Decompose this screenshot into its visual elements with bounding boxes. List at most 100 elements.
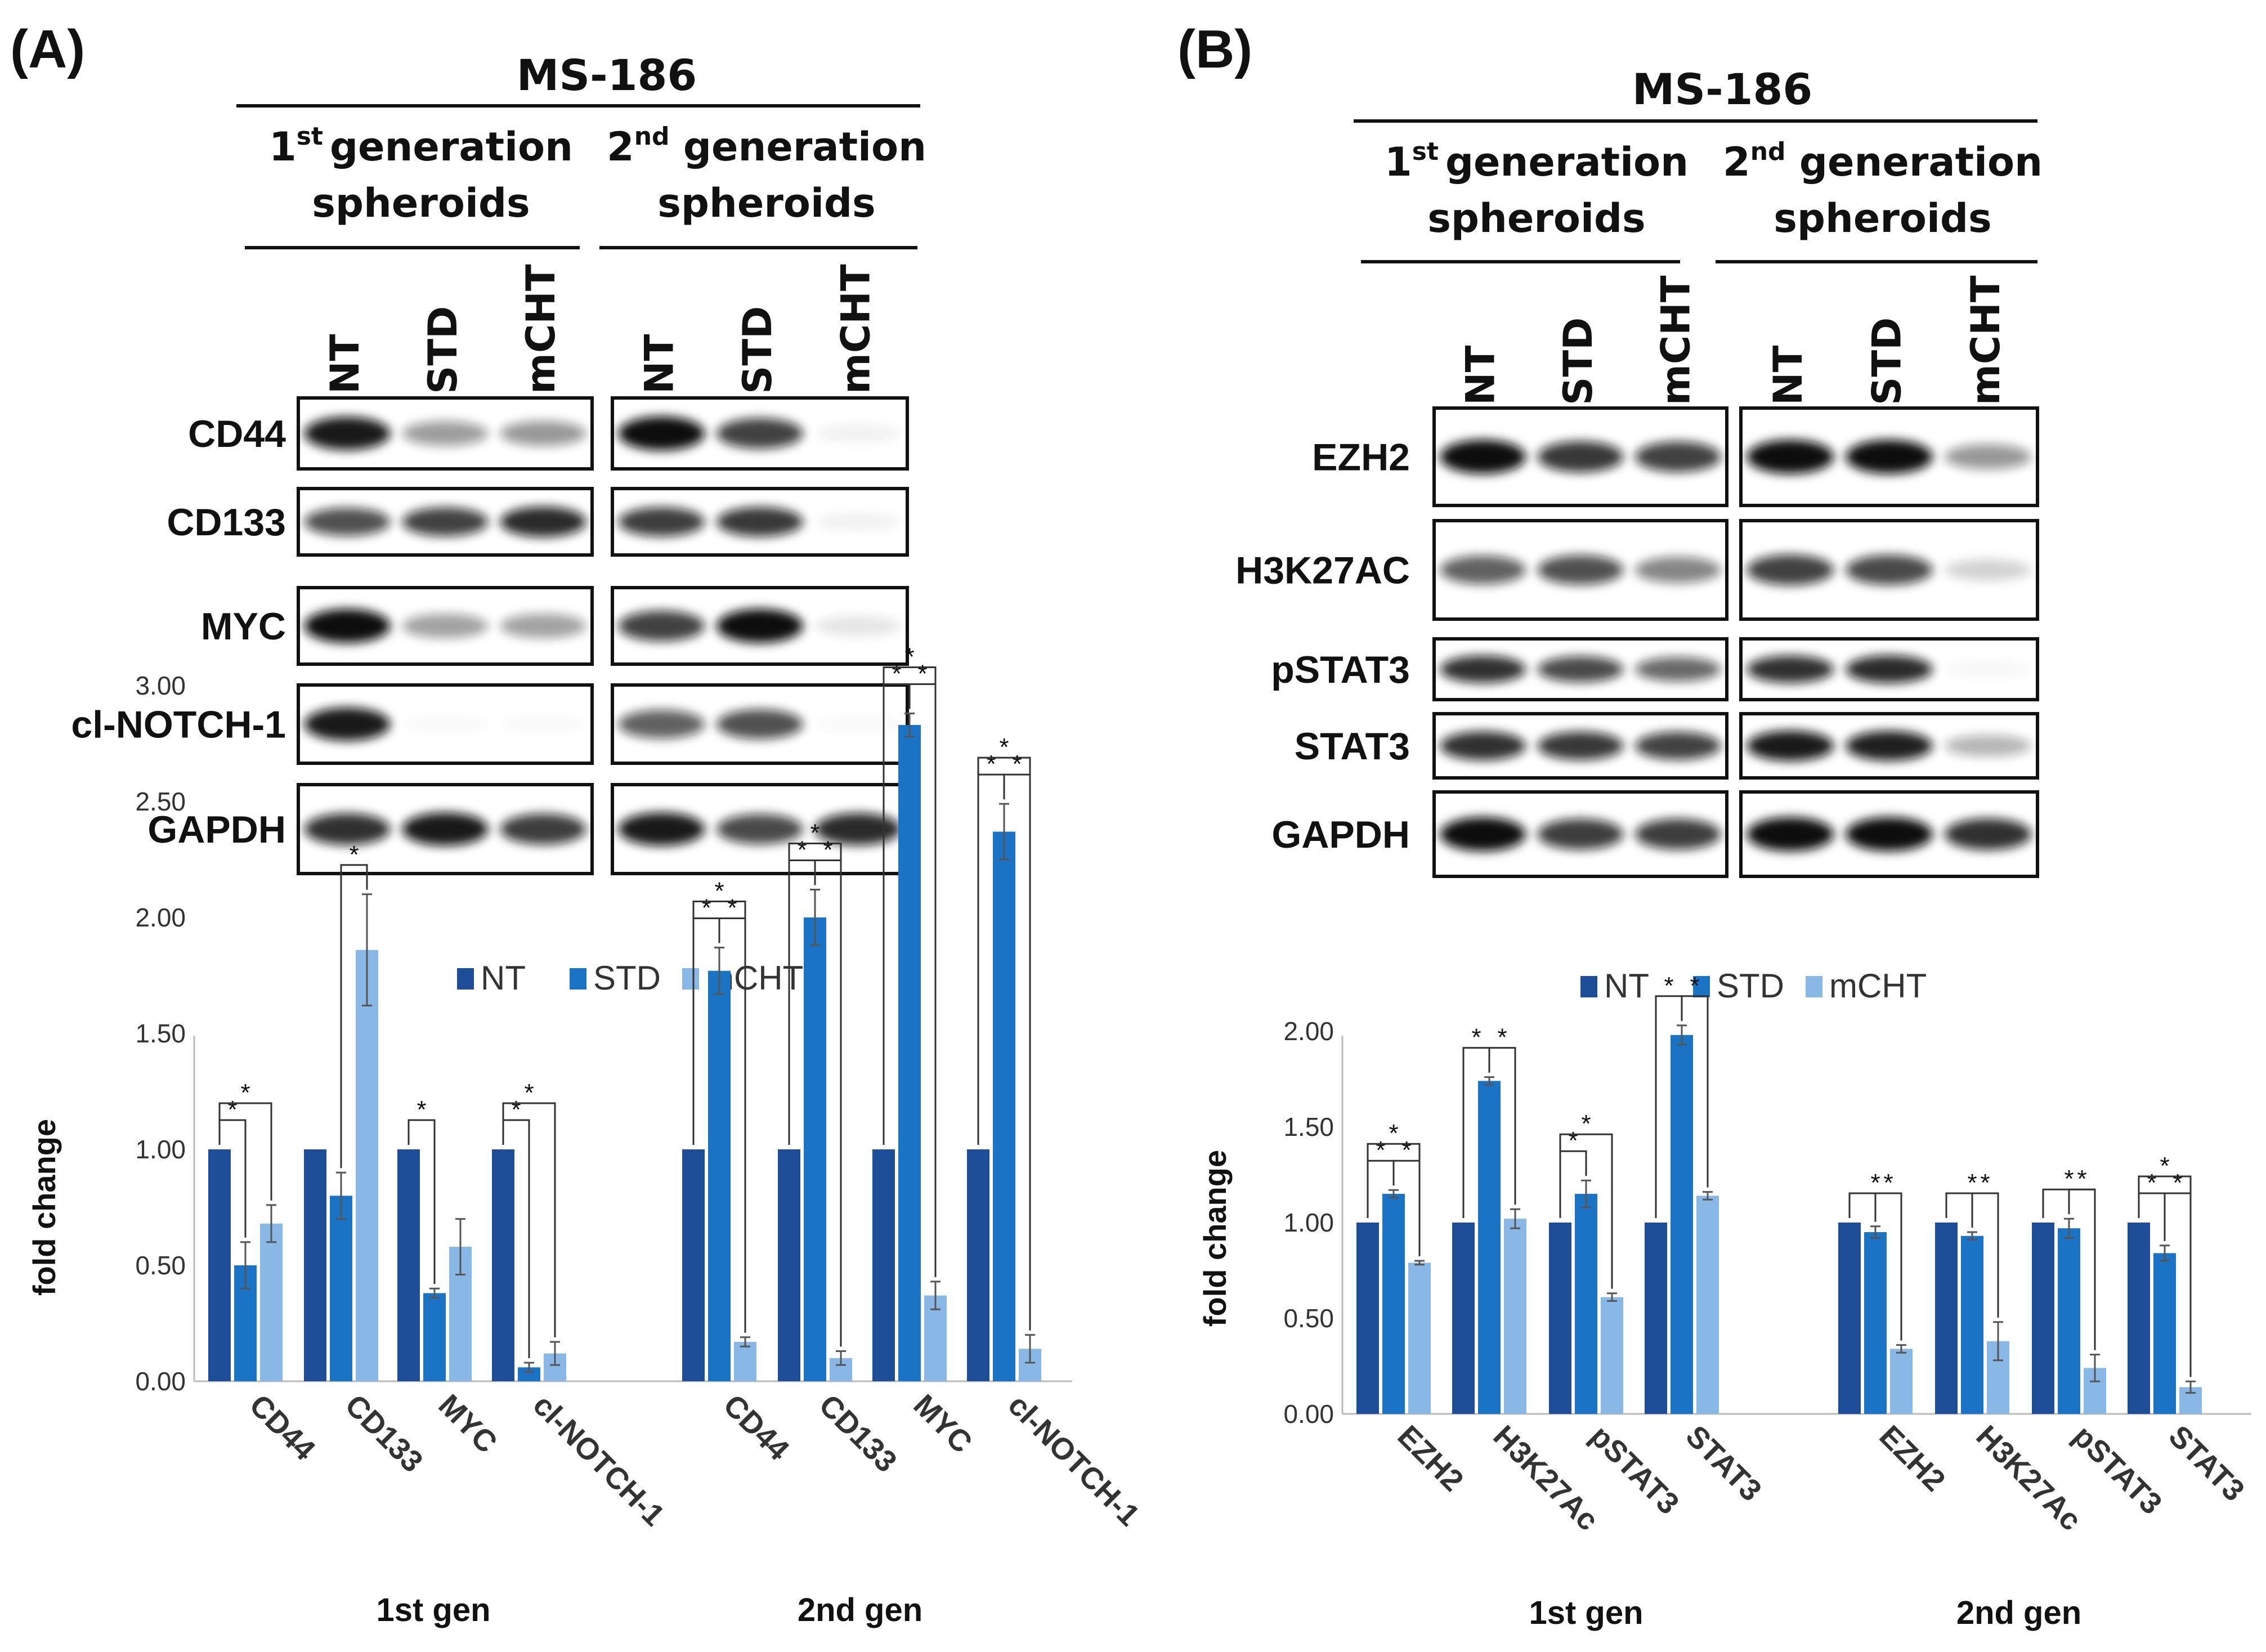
lane-label: STD bbox=[1555, 317, 1601, 405]
bar bbox=[1864, 1232, 1887, 1414]
x-category-label: MYC bbox=[907, 1388, 979, 1460]
significance-star: * bbox=[797, 836, 807, 864]
y-tick-label: 1.50 bbox=[135, 1019, 186, 1048]
significance-star: * bbox=[240, 1079, 250, 1107]
significance-star: * bbox=[1376, 1136, 1385, 1164]
y-tick-label: 1.00 bbox=[1283, 1208, 1334, 1237]
bar bbox=[492, 1149, 514, 1381]
x-category-label: H3K27Ac bbox=[1970, 1419, 2088, 1537]
blot-band bbox=[1846, 554, 1933, 585]
y-tick-label: 0.50 bbox=[135, 1251, 186, 1280]
blot-band bbox=[1635, 441, 1721, 472]
bar bbox=[1504, 1219, 1526, 1414]
bar bbox=[2032, 1223, 2054, 1414]
significance-bracket bbox=[814, 859, 842, 1347]
blot-band bbox=[1944, 559, 2032, 581]
blot-band bbox=[814, 423, 902, 444]
group1-subheading-b: spheroids bbox=[1427, 195, 1645, 241]
blot-row-label: H3K27AC bbox=[1235, 549, 1410, 592]
x-category-label: H3K27Ac bbox=[1487, 1419, 1605, 1537]
blot-row-label: CD133 bbox=[167, 501, 286, 544]
blot-row-label: EZH2 bbox=[1312, 436, 1410, 479]
lane-label: mCHT bbox=[1963, 275, 2009, 405]
group2-subheading-b: spheroids bbox=[1774, 195, 1991, 241]
bar bbox=[1961, 1235, 1983, 1414]
lane-label: NT bbox=[1765, 345, 1811, 405]
significance-star: * bbox=[1870, 1169, 1880, 1197]
bar bbox=[734, 1341, 756, 1381]
bar bbox=[1452, 1223, 1475, 1414]
lane-label: NT bbox=[636, 334, 682, 394]
significance-star: * bbox=[1401, 1136, 1411, 1164]
significance-star: * bbox=[2147, 1169, 2156, 1197]
blot-band bbox=[402, 421, 489, 446]
legend-entry: mCHT bbox=[1829, 967, 1927, 1005]
significance-star: * bbox=[1471, 1024, 1481, 1051]
x-category-label: STAT3 bbox=[1680, 1419, 1768, 1508]
significance-star: * bbox=[511, 1096, 521, 1123]
blot-band bbox=[1746, 655, 1834, 683]
blot-band bbox=[1746, 817, 1834, 852]
blot-band bbox=[716, 418, 803, 449]
significance-star: * bbox=[904, 643, 914, 670]
bar bbox=[1671, 1035, 1693, 1414]
significance-star: * bbox=[986, 750, 996, 778]
blot-band bbox=[1635, 657, 1721, 682]
y-axis-title: fold change bbox=[1197, 1150, 1233, 1327]
y-tick-label: 2.00 bbox=[1283, 1017, 1334, 1046]
lane-label: STD bbox=[735, 306, 781, 394]
group1-heading-a: 1st generation bbox=[269, 122, 573, 170]
blot-band bbox=[1945, 661, 2032, 677]
blot-band bbox=[1440, 655, 1526, 683]
blot-band bbox=[1440, 556, 1526, 584]
significance-bracket bbox=[1681, 995, 1709, 1188]
blot-band bbox=[500, 507, 586, 537]
significance-bracket bbox=[1003, 773, 1031, 1331]
bar bbox=[682, 1149, 705, 1381]
blot-row-label: STAT3 bbox=[1295, 725, 1410, 768]
bar bbox=[1838, 1223, 1861, 1414]
blot-band bbox=[1944, 444, 2032, 469]
blot-band bbox=[304, 417, 391, 450]
x-category-label: CD44 bbox=[243, 1388, 322, 1467]
lane-label: mCHT bbox=[833, 264, 879, 394]
blot-band bbox=[814, 512, 902, 531]
significance-bracket bbox=[218, 1102, 272, 1201]
blot-band bbox=[618, 416, 705, 451]
significance-star: * bbox=[999, 733, 1009, 761]
y-tick-label: 0.50 bbox=[1283, 1304, 1334, 1333]
blot-band bbox=[1537, 441, 1624, 473]
cell-line-title-a: MS-186 bbox=[517, 50, 697, 100]
x-category-label: pSTAT3 bbox=[2067, 1419, 2169, 1521]
bar bbox=[1935, 1223, 1958, 1414]
legend-swatch bbox=[457, 968, 474, 990]
lane-label: NT bbox=[322, 334, 368, 394]
bar bbox=[898, 725, 921, 1381]
blot-band bbox=[814, 616, 902, 636]
significance-star: * bbox=[417, 1096, 426, 1123]
y-tick-label: 2.50 bbox=[135, 787, 186, 816]
blot-row-label: pSTAT3 bbox=[1271, 648, 1410, 691]
legend-entry: NT bbox=[481, 959, 526, 997]
group-label: 2nd gen bbox=[1956, 1595, 2081, 1631]
y-tick-label: 1.50 bbox=[1283, 1112, 1334, 1141]
legend-swatch bbox=[1693, 976, 1710, 997]
bar bbox=[1890, 1349, 1913, 1414]
significance-star: * bbox=[227, 1096, 237, 1123]
bar bbox=[778, 1149, 800, 1381]
x-category-label: CD133 bbox=[813, 1388, 903, 1479]
bar bbox=[2058, 1228, 2080, 1414]
significance-star: * bbox=[1664, 972, 1673, 1000]
group-label: 1st gen bbox=[1529, 1595, 1643, 1631]
blot-band bbox=[402, 507, 489, 536]
bar bbox=[708, 970, 731, 1381]
significance-star: * bbox=[1012, 750, 1022, 778]
blot-band bbox=[1537, 818, 1624, 850]
blot-band bbox=[402, 812, 489, 846]
blot-band bbox=[1537, 555, 1624, 585]
group1-subheading-a: spheroids bbox=[312, 180, 530, 226]
significance-star: * bbox=[349, 841, 359, 868]
significance-star: * bbox=[2160, 1152, 2169, 1180]
bar bbox=[804, 917, 826, 1381]
